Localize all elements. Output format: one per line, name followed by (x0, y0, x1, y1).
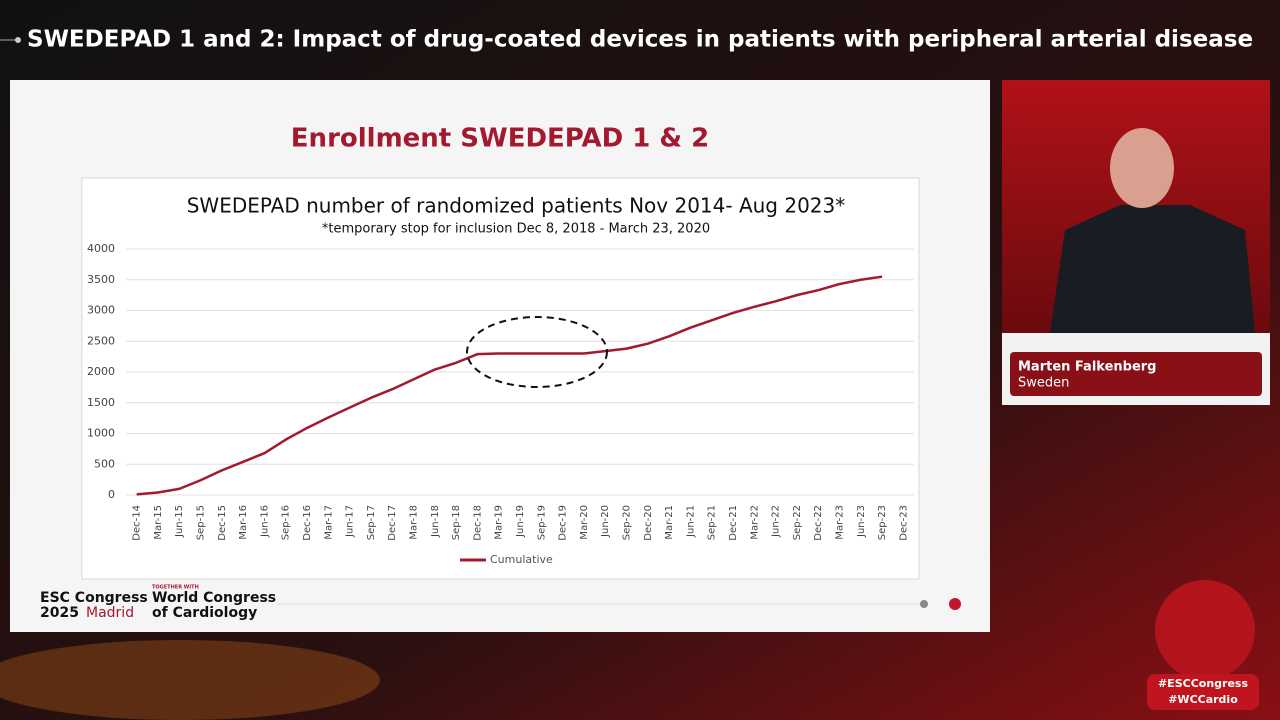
x-tick-label: Dec-21 (728, 505, 739, 541)
x-tick-label: Jun-17 (345, 505, 356, 538)
x-tick-label: Dec-14 (132, 505, 143, 541)
speaker-name: Marten Falkenberg (1018, 360, 1157, 375)
data-line (136, 275, 883, 496)
x-tick-label: Dec-22 (813, 505, 824, 541)
x-tick-label: Jun-18 (430, 505, 441, 538)
y-tick-label: 1000 (87, 427, 115, 440)
x-tick-label: Sep-17 (366, 505, 377, 540)
x-tick-label: Jun-15 (174, 505, 185, 538)
x-tick-label: Dec-17 (387, 505, 398, 541)
speaker-head (1110, 128, 1174, 208)
x-tick-label: Jun-21 (685, 505, 696, 538)
esc-year: 2025 (40, 605, 79, 621)
x-tick-label: Dec-19 (558, 505, 569, 541)
esc-city: Madrid (86, 605, 134, 621)
x-tick-label: Jun-16 (259, 505, 270, 538)
globe (1155, 580, 1255, 680)
x-tick-label: Mar-17 (323, 505, 334, 540)
x-tick-label: Mar-15 (153, 505, 164, 540)
x-tick-label: Jun-23 (856, 505, 867, 538)
hashtag-box (1147, 674, 1259, 710)
y-tick-label: 3500 (87, 273, 115, 286)
x-tick-label: Mar-16 (238, 505, 249, 540)
x-tick-label: Mar-18 (409, 505, 420, 540)
speaker-body (1050, 205, 1255, 333)
y-tick-label: 0 (108, 488, 115, 501)
x-tick-label: Dec-23 (898, 505, 909, 541)
pause-annotation (466, 316, 608, 388)
header-title: SWEDEPAD 1 and 2: Impact of drug-coated … (27, 27, 1253, 53)
x-tick-label: Jun-22 (771, 505, 782, 538)
slide-title: Enrollment SWEDEPAD 1 & 2 (291, 124, 709, 154)
y-tick-label: 2500 (87, 334, 115, 347)
chart-subtitle: *temporary stop for inclusion Dec 8, 201… (322, 222, 710, 237)
x-tick-label: Sep-19 (536, 505, 547, 540)
x-tick-label: Dec-20 (643, 505, 654, 541)
x-tick-label: Sep-18 (451, 505, 462, 540)
legend-label: Cumulative (490, 553, 553, 566)
name-plate (1010, 352, 1262, 396)
x-tick-label: Dec-18 (472, 505, 483, 541)
x-tick-label: Mar-22 (749, 505, 760, 540)
hashtag: #ESCCongress (1158, 677, 1248, 690)
hashtag: #WCCardio (1168, 693, 1238, 706)
x-tick-label: Sep-15 (196, 505, 207, 540)
esc-label: ESC Congress (40, 590, 148, 606)
y-tick-label: 4000 (87, 242, 115, 255)
x-tick-label: Mar-21 (664, 505, 675, 540)
progress-dot (920, 600, 928, 608)
x-tick-label: Dec-16 (302, 505, 313, 541)
decor-glow (0, 640, 380, 720)
chart-frame (81, 177, 920, 580)
x-tick-label: Sep-23 (877, 505, 888, 540)
wcc-label: World Congress (152, 590, 276, 606)
speaker-country: Sweden (1018, 376, 1069, 391)
x-tick-label: Sep-20 (621, 505, 632, 540)
x-tick-label: Mar-20 (579, 505, 590, 540)
together-label: TOGETHER WITH (152, 585, 199, 591)
x-tick-label: Jun-19 (515, 505, 526, 538)
x-tick-label: Sep-21 (707, 505, 718, 540)
y-tick-label: 500 (94, 457, 115, 470)
progress-dot (949, 598, 961, 610)
y-tick-label: 1500 (87, 396, 115, 409)
chart-title: SWEDEPAD number of randomized patients N… (187, 194, 846, 218)
y-tick-label: 3000 (87, 304, 115, 317)
x-tick-label: Sep-16 (281, 505, 292, 540)
x-tick-label: Mar-19 (494, 505, 505, 540)
y-tick-label: 2000 (87, 365, 115, 378)
x-tick-label: Jun-20 (600, 505, 611, 538)
x-tick-label: Sep-22 (792, 505, 803, 540)
x-tick-label: Dec-15 (217, 505, 228, 541)
wcc-label: of Cardiology (152, 605, 257, 621)
header-dot (15, 37, 21, 43)
x-tick-label: Mar-23 (834, 505, 845, 540)
